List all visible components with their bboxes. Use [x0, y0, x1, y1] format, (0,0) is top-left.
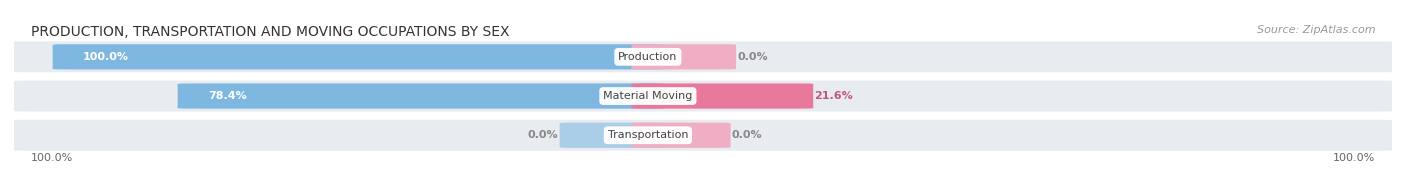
- FancyBboxPatch shape: [560, 123, 665, 148]
- FancyBboxPatch shape: [10, 120, 1396, 151]
- FancyBboxPatch shape: [10, 41, 1396, 72]
- Text: 0.0%: 0.0%: [527, 130, 558, 140]
- Text: 0.0%: 0.0%: [738, 52, 768, 62]
- FancyBboxPatch shape: [631, 123, 731, 148]
- Text: 21.6%: 21.6%: [814, 91, 853, 101]
- Text: Material Moving: Material Moving: [603, 91, 693, 101]
- Text: 100.0%: 100.0%: [83, 52, 129, 62]
- FancyBboxPatch shape: [631, 83, 813, 109]
- Text: Production: Production: [619, 52, 678, 62]
- FancyBboxPatch shape: [177, 83, 665, 109]
- Text: PRODUCTION, TRANSPORTATION AND MOVING OCCUPATIONS BY SEX: PRODUCTION, TRANSPORTATION AND MOVING OC…: [31, 25, 509, 39]
- Text: Transportation: Transportation: [607, 130, 688, 140]
- Text: Source: ZipAtlas.com: Source: ZipAtlas.com: [1257, 25, 1375, 35]
- Text: 0.0%: 0.0%: [733, 130, 762, 140]
- FancyBboxPatch shape: [52, 44, 665, 69]
- Text: 100.0%: 100.0%: [31, 153, 73, 163]
- FancyBboxPatch shape: [631, 44, 737, 69]
- Text: 100.0%: 100.0%: [1333, 153, 1375, 163]
- FancyBboxPatch shape: [10, 81, 1396, 112]
- Text: 78.4%: 78.4%: [208, 91, 246, 101]
